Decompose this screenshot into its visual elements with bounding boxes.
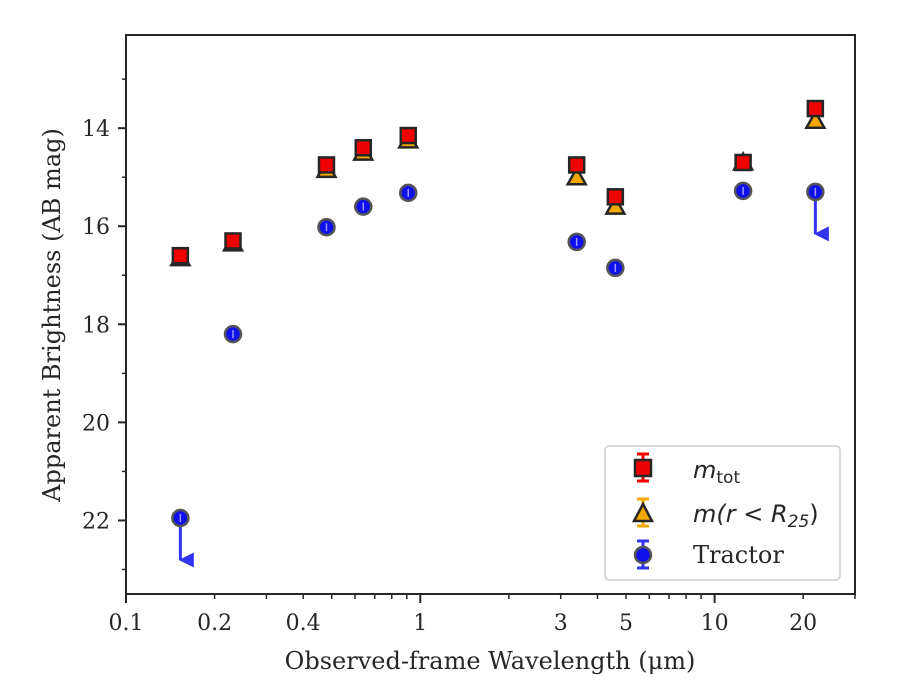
data-point-triangle bbox=[565, 165, 588, 186]
legend-entry-m-r25: m(r < R25) bbox=[631, 497, 819, 532]
x-tick-label: 3 bbox=[554, 611, 568, 636]
data-point-square bbox=[734, 153, 752, 172]
data-point-square bbox=[806, 99, 825, 118]
legend-box bbox=[604, 445, 841, 581]
x-tick-label: 20 bbox=[789, 611, 817, 636]
series-2 bbox=[171, 181, 829, 568]
legend-marker-m-r25 bbox=[631, 501, 655, 523]
x-tick-label: 1 bbox=[413, 611, 427, 636]
y-axis: 14 16 18 20 22 bbox=[82, 78, 126, 571]
x-tick-label: 5 bbox=[619, 611, 633, 636]
data-point-square bbox=[224, 232, 242, 250]
data-point-square bbox=[567, 156, 586, 174]
legend-marker-tractor bbox=[633, 545, 653, 565]
x-axis-title: Observed-frame Wavelength (μm) bbox=[285, 647, 696, 675]
x-axis: 0.1 0.2 0.4 1 3 5 10 20 bbox=[109, 594, 856, 636]
y-tick-label: 14 bbox=[82, 117, 110, 142]
y-tick-label: 20 bbox=[82, 411, 110, 436]
x-tick-label: 0.1 bbox=[109, 611, 144, 636]
data-point-square bbox=[317, 156, 336, 174]
plot-frame bbox=[125, 34, 856, 595]
data-point-triangle bbox=[804, 109, 827, 130]
legend-label-mtot: mtot bbox=[693, 456, 740, 488]
data-point-triangle bbox=[604, 195, 627, 215]
y-tick-label: 16 bbox=[82, 215, 110, 240]
y-tick-label: 18 bbox=[82, 313, 110, 338]
legend-marker-mtot bbox=[633, 458, 653, 478]
x-tick-label: 10 bbox=[701, 611, 729, 636]
legend-label-tractor: Tractor bbox=[693, 541, 784, 569]
legend: mtot m(r < R25) Tractor bbox=[604, 445, 841, 581]
legend-label-m-r25: m(r < R25) bbox=[693, 500, 819, 532]
y-tick-label: 22 bbox=[82, 509, 110, 534]
y-axis-title: Apparent Brightness (AB mag) bbox=[38, 128, 66, 503]
data-point-square bbox=[354, 139, 373, 157]
legend-entry-mtot: mtot bbox=[633, 452, 740, 488]
x-tick-label: 0.4 bbox=[286, 611, 321, 636]
x-tick-label: 0.2 bbox=[197, 611, 232, 636]
data-point-square bbox=[606, 188, 625, 206]
legend-entry-tractor: Tractor bbox=[633, 539, 784, 570]
data-point-square bbox=[171, 246, 190, 265]
series-0 bbox=[171, 99, 825, 265]
data-point-square bbox=[399, 126, 417, 145]
data-layer bbox=[169, 99, 829, 568]
